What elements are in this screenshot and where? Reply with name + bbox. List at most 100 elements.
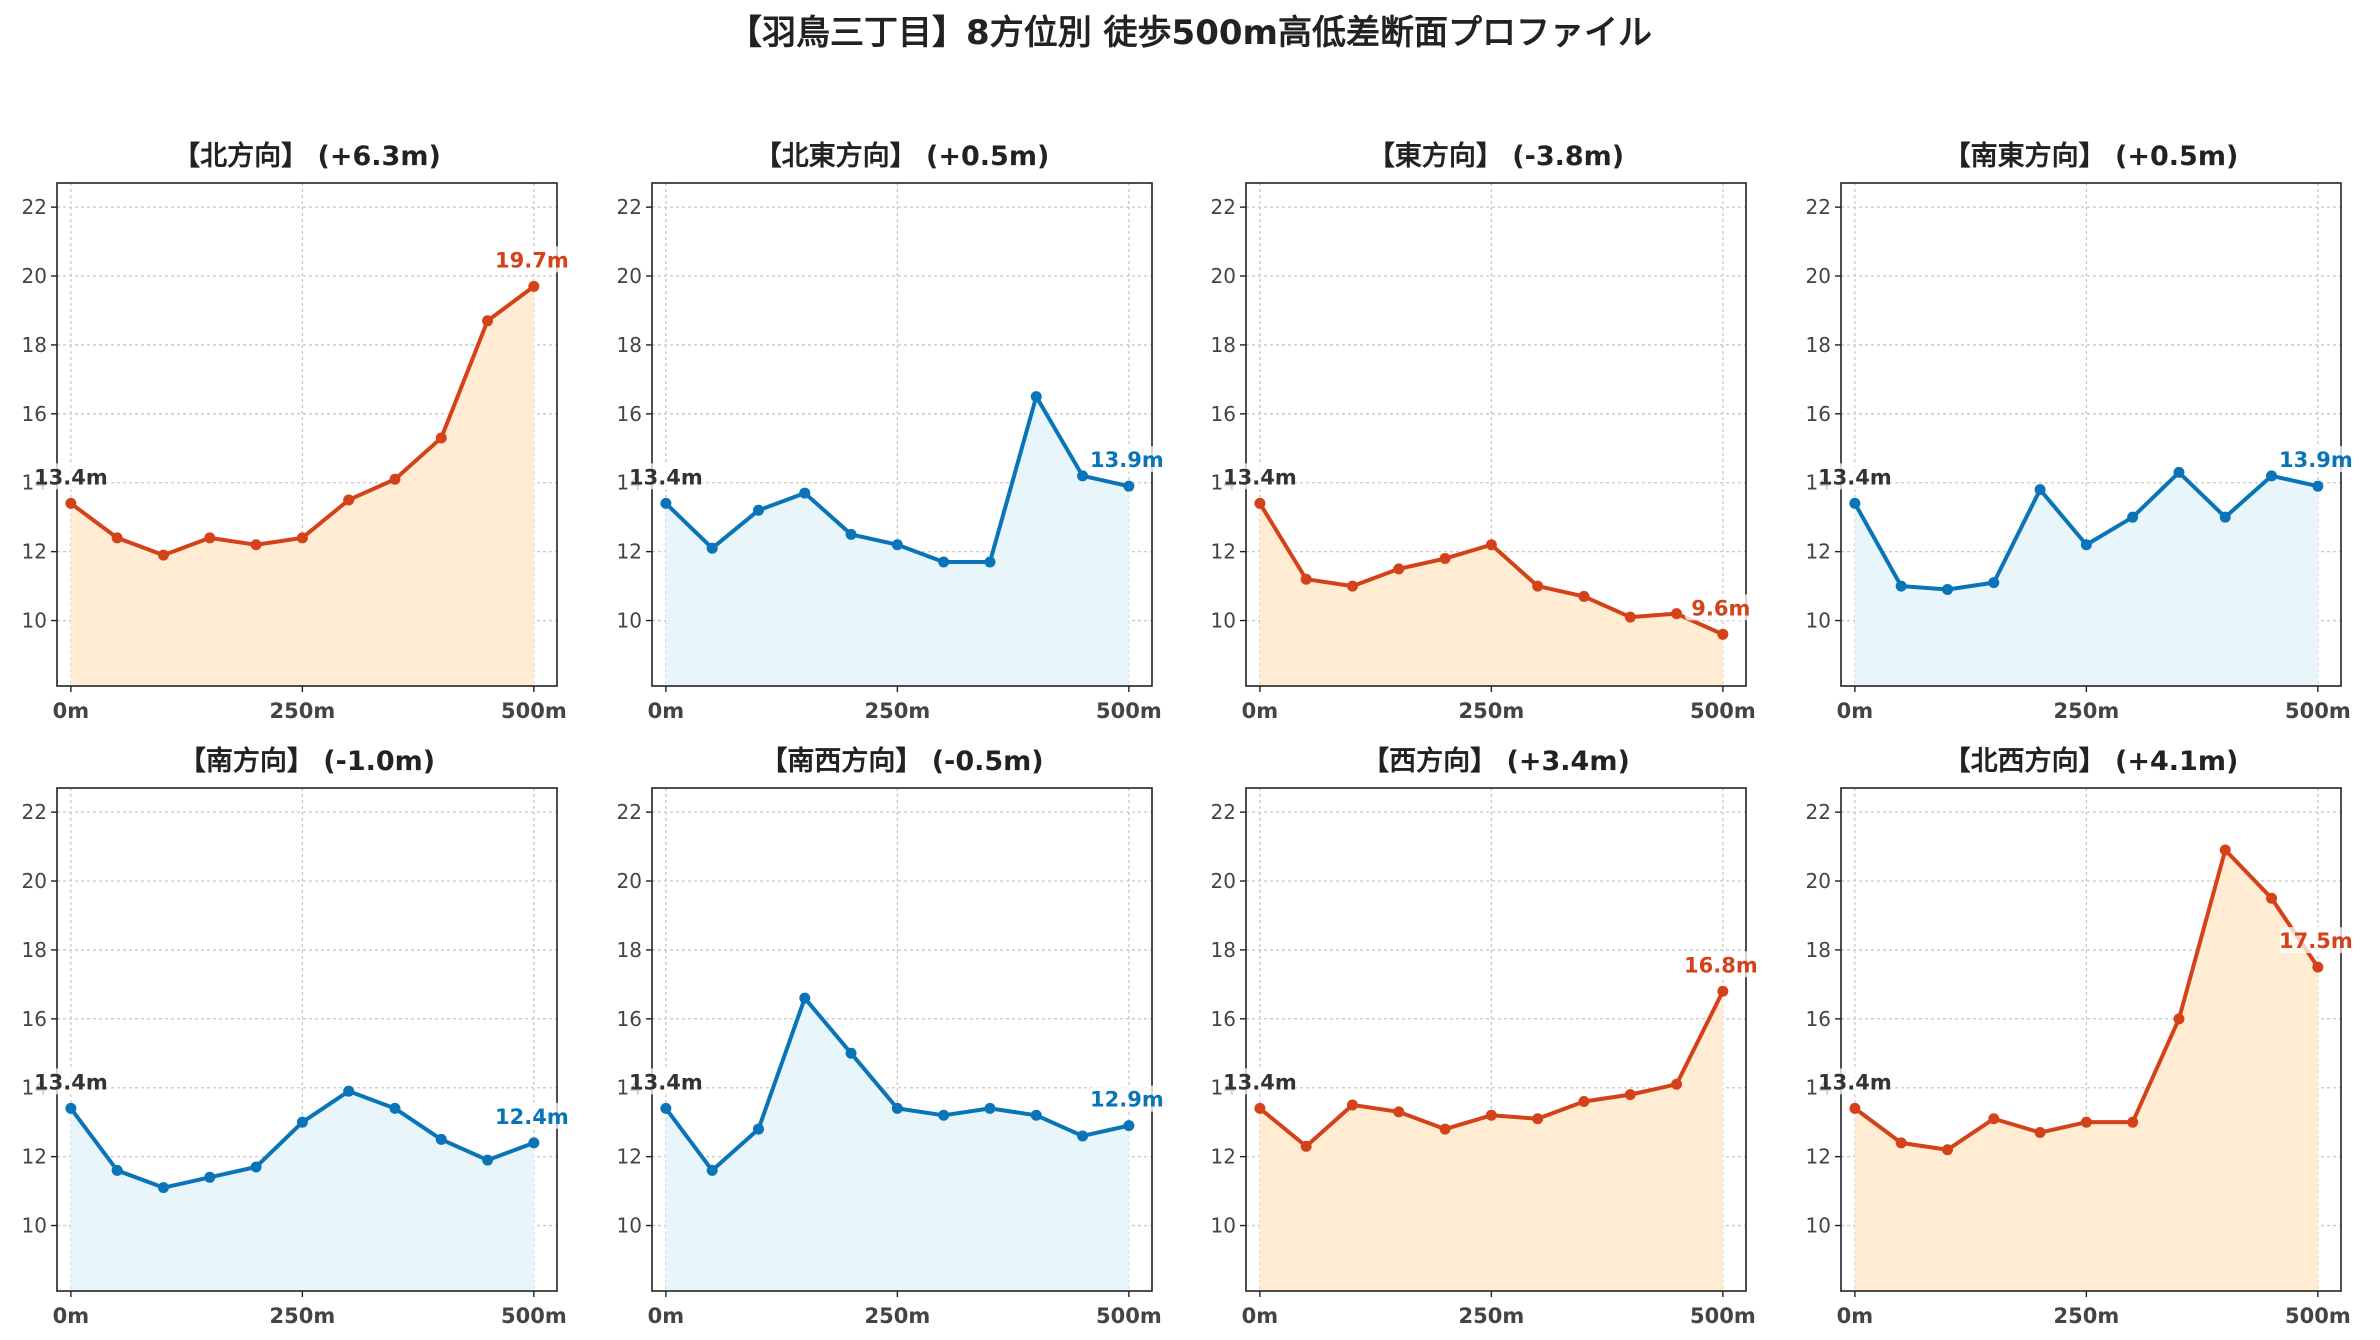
y-tick-label: 22 [1211, 800, 1236, 824]
data-point [2034, 1127, 2046, 1139]
start-label: 13.4m [34, 1070, 108, 1094]
data-point [1030, 391, 1042, 403]
x-tick-label: 250m [865, 699, 931, 723]
data-point [2266, 470, 2278, 482]
y-tick-label: 20 [1211, 264, 1236, 288]
data-point [2219, 511, 2231, 523]
data-point [1485, 1109, 1497, 1121]
data-point [343, 494, 355, 506]
end-label: 16.8m [1684, 953, 1758, 977]
x-tick-label: 500m [1096, 699, 1162, 723]
end-label: 12.4m [495, 1105, 569, 1129]
y-tick-label: 10 [1806, 609, 1831, 633]
data-point [660, 1102, 672, 1114]
y-tick-label: 16 [1211, 402, 1236, 426]
data-point [250, 539, 262, 551]
start-label-box [1223, 463, 1296, 490]
data-point [1077, 470, 1089, 482]
data-point [1393, 563, 1405, 575]
y-tick-label: 18 [22, 938, 47, 962]
x-tick-label: 0m [53, 699, 90, 723]
data-point [2266, 892, 2278, 904]
y-tick-label: 10 [1211, 609, 1236, 633]
data-point [1439, 1123, 1451, 1135]
x-tick-label: 500m [501, 699, 567, 723]
start-label: 13.4m [629, 465, 703, 489]
elevation-area [1259, 503, 1723, 686]
x-tick-label: 500m [1096, 1304, 1162, 1328]
y-tick-label: 12 [1806, 1145, 1831, 1169]
start-label-box [34, 463, 107, 490]
y-tick-label: 12 [617, 540, 642, 564]
data-point [250, 1161, 262, 1173]
plot-frame [1840, 182, 2342, 687]
elevation-area [665, 396, 1129, 686]
data-point [2127, 511, 2139, 523]
data-point [1578, 1096, 1590, 1108]
data-point [938, 556, 950, 568]
plot-frame [1245, 787, 1747, 1292]
start-label: 13.4m [1818, 465, 1892, 489]
data-point [1077, 1130, 1089, 1142]
y-tick-label: 18 [1806, 333, 1831, 357]
end-label: 9.6m [1691, 596, 1750, 620]
y-tick-label: 18 [617, 938, 642, 962]
y-tick-label: 20 [22, 869, 47, 893]
panel-title: 【南方向】 (-1.0m) [179, 745, 435, 777]
x-tick-label: 0m [1837, 1304, 1874, 1328]
data-point [1254, 1102, 1266, 1114]
data-point [2034, 484, 2046, 496]
y-tick-label: 18 [1211, 938, 1236, 962]
y-tick-label: 22 [22, 800, 47, 824]
data-point [1941, 584, 1953, 596]
data-point [389, 473, 401, 485]
data-point [891, 539, 903, 551]
elevation-area [70, 286, 534, 686]
x-tick-label: 0m [1242, 699, 1279, 723]
y-tick-label: 20 [617, 264, 642, 288]
plot-frame [56, 182, 558, 687]
panel-title: 【北西方向】 (+4.1m) [1944, 745, 2239, 777]
data-point [111, 532, 123, 544]
data-point [1671, 608, 1683, 620]
data-point [528, 1137, 540, 1149]
data-point [1346, 1099, 1358, 1111]
data-point [204, 1171, 216, 1183]
elevation-area [70, 1091, 534, 1291]
start-label: 13.4m [1223, 465, 1297, 489]
data-point [1624, 1089, 1636, 1101]
data-point [528, 280, 540, 292]
data-point [1895, 1137, 1907, 1149]
plot-frame [1840, 787, 2342, 1292]
panel-title: 【東方向】 (-3.8m) [1368, 140, 1624, 172]
y-tick-label: 10 [22, 1214, 47, 1238]
start-label: 13.4m [1223, 1070, 1297, 1094]
x-tick-label: 500m [1690, 1304, 1756, 1328]
data-point [1439, 553, 1451, 565]
y-tick-label: 12 [22, 1145, 47, 1169]
data-point [799, 992, 811, 1004]
elevation-area [1259, 991, 1723, 1291]
data-point [1671, 1078, 1683, 1090]
data-point [1578, 590, 1590, 602]
data-point [111, 1164, 123, 1176]
x-tick-label: 250m [1459, 699, 1525, 723]
data-point [1988, 1113, 2000, 1125]
data-point [2080, 539, 2092, 551]
x-tick-label: 0m [1242, 1304, 1279, 1328]
y-tick-label: 20 [1211, 869, 1236, 893]
start-label-box [1818, 1068, 1891, 1095]
data-point [845, 1047, 857, 1059]
x-tick-label: 250m [865, 1304, 931, 1328]
x-tick-label: 0m [648, 1304, 685, 1328]
data-point [984, 556, 996, 568]
y-tick-label: 12 [22, 540, 47, 564]
y-tick-label: 20 [1806, 264, 1831, 288]
data-point [1717, 985, 1729, 997]
end-label-box [1684, 951, 1757, 978]
end-label: 19.7m [495, 248, 569, 272]
